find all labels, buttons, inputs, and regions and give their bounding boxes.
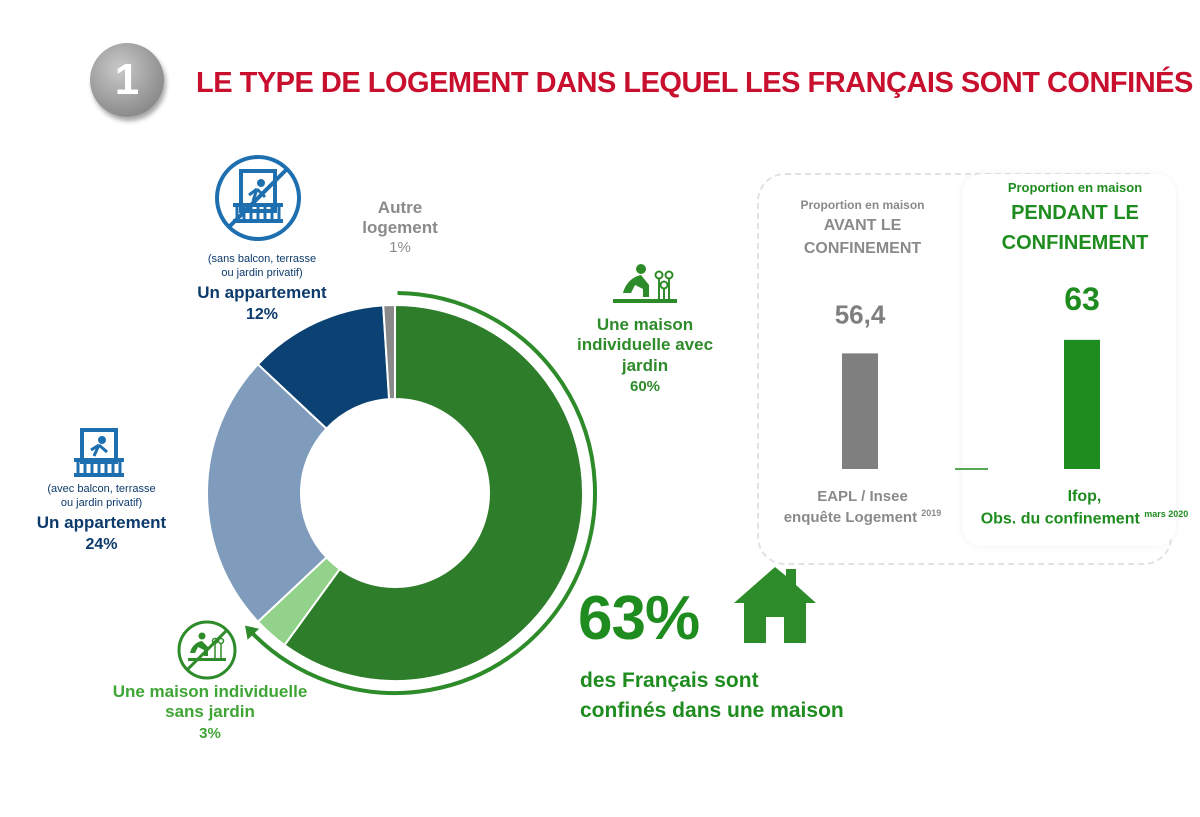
before-source: EAPL / Insee enquête Logement 2019 <box>783 488 942 526</box>
balcony-icon <box>74 428 124 477</box>
page-title: LE TYPE DE LOGEMENT DANS LEQUEL LES FRAN… <box>196 67 1193 99</box>
highlight-arc-arrow <box>249 291 597 695</box>
house-icon <box>734 567 816 643</box>
arc-arrowhead <box>245 625 260 640</box>
slice-maison-avec-jardin <box>283 303 584 682</box>
bar-during-value: 63 <box>1064 281 1100 317</box>
bar-before-value: 56,4 <box>835 299 886 329</box>
label-maison-avec-jardin: Une maison individuelle avec jardin 60% <box>576 315 714 396</box>
before-header: Proportion en maison AVANT LE CONFINEMEN… <box>800 198 925 258</box>
during-header: Proportion en maison PENDANT LE CONFINEM… <box>1001 180 1149 254</box>
label-autre-logement: Autre logement 1% <box>362 198 438 256</box>
label-appartement-avec: (avec balcon, terrasse ou jardin privati… <box>36 483 167 553</box>
label-maison-sans-jardin: Une maison individuelle sans jardin 3% <box>112 682 308 742</box>
highlight-percent: 63% <box>578 584 700 653</box>
no-garden-icon <box>177 620 237 680</box>
slice-autre-logement <box>382 303 396 401</box>
label-appartement-sans: (sans balcon, terrasse ou jardin privati… <box>197 253 327 323</box>
no-balcony-icon <box>215 155 301 241</box>
slice-appartement-avec <box>206 362 328 624</box>
during-source: Ifop, Obs. du confinement mars 2020 <box>980 488 1189 528</box>
highlight-text: des Français sont confinés dans une mais… <box>580 669 844 723</box>
bar-before <box>842 353 878 469</box>
section-number: 1 <box>114 55 140 104</box>
section-number-badge: 1 <box>90 43 164 117</box>
bar-during <box>1064 339 1100 469</box>
gardener-icon <box>613 264 677 303</box>
